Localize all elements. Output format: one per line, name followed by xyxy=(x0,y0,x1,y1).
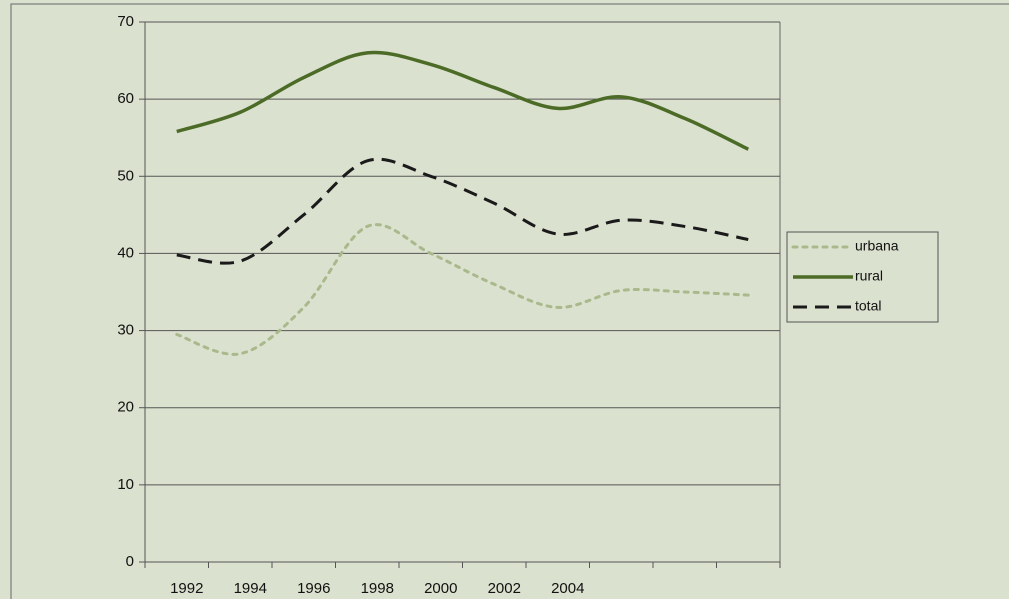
y-tick-label: 50 xyxy=(117,167,134,184)
chart-border xyxy=(10,3,1009,599)
x-tick-label: 1992 xyxy=(170,580,203,597)
x-tick-label: 1994 xyxy=(234,580,267,597)
x-tick-label: 1998 xyxy=(361,580,394,597)
y-tick-label: 0 xyxy=(126,553,134,570)
y-tick-label: 40 xyxy=(117,244,134,261)
x-tick-label: 1996 xyxy=(297,580,330,597)
series-line xyxy=(176,50,750,151)
y-tick-label: 70 xyxy=(117,13,134,30)
legend-label: total xyxy=(855,298,881,314)
x-tick-label: 2002 xyxy=(488,580,521,597)
series-line xyxy=(176,157,749,265)
series-line xyxy=(175,223,750,356)
legend: urbana rural total xyxy=(786,231,939,323)
legend-label: urbana xyxy=(855,238,899,254)
y-tick-label: 60 xyxy=(117,90,134,107)
y-tick-label: 20 xyxy=(117,399,134,416)
x-tick-label: 2000 xyxy=(424,580,457,597)
legend-label: rural xyxy=(855,268,883,284)
x-tick-label: 2004 xyxy=(551,580,584,597)
y-tick-label: 10 xyxy=(117,476,134,493)
y-tick-label: 30 xyxy=(117,322,134,339)
